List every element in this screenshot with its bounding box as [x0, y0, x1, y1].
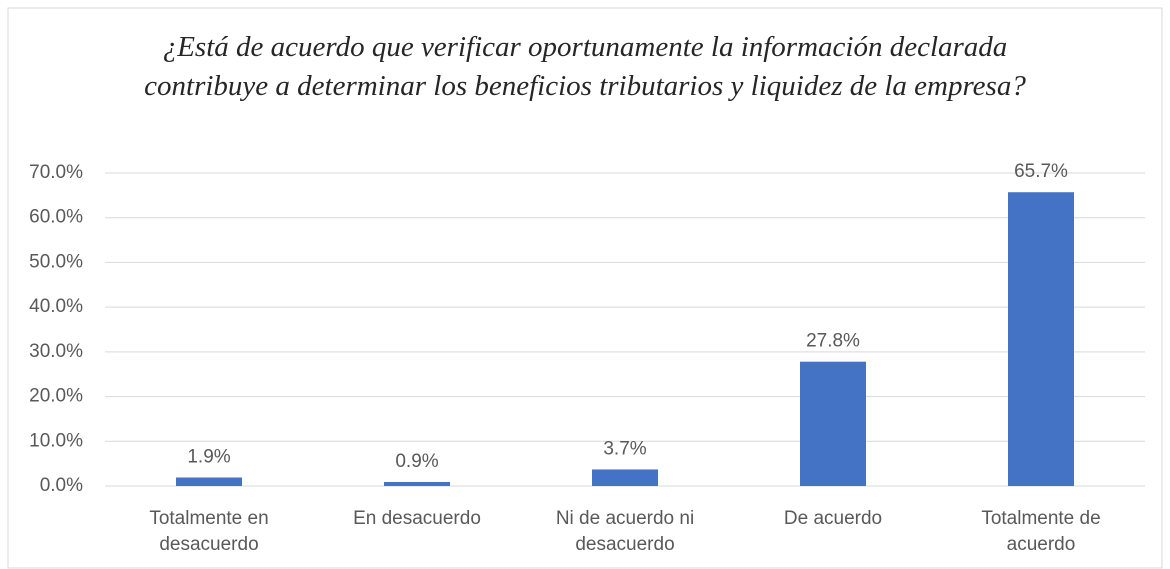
y-tick-label: 70.0%	[29, 162, 83, 183]
y-tick-label: 0.0%	[40, 475, 83, 496]
y-tick-label: 20.0%	[29, 386, 83, 407]
bar	[176, 477, 242, 486]
y-tick-label: 30.0%	[29, 341, 83, 362]
x-tick-label: De acuerdo	[783, 508, 883, 529]
x-tick-label: En desacuerdo	[353, 508, 481, 529]
x-tick-label: Totalmente de acuerdo	[981, 508, 1101, 555]
x-tick-label: Totalmente en desacuerdo	[149, 508, 269, 555]
data-label: 1.9%	[187, 447, 230, 468]
chart-border	[7, 7, 1163, 569]
y-tick-label: 50.0%	[29, 251, 83, 272]
data-label: 27.8%	[806, 331, 860, 352]
data-label: 3.7%	[603, 438, 646, 459]
data-label: 0.9%	[395, 451, 438, 472]
y-tick-label: 60.0%	[29, 207, 83, 228]
bar	[384, 481, 450, 486]
bar	[800, 361, 866, 486]
y-tick-label: 10.0%	[29, 430, 83, 451]
chart-title: ¿Está de acuerdo que verificar oportunam…	[144, 31, 1026, 102]
data-label: 65.7%	[1014, 161, 1068, 182]
bar	[592, 469, 658, 486]
y-tick-label: 40.0%	[29, 296, 83, 317]
bar	[1008, 192, 1074, 486]
x-tick-label: Ni de acuerdo ni desacuerdo	[555, 508, 695, 555]
